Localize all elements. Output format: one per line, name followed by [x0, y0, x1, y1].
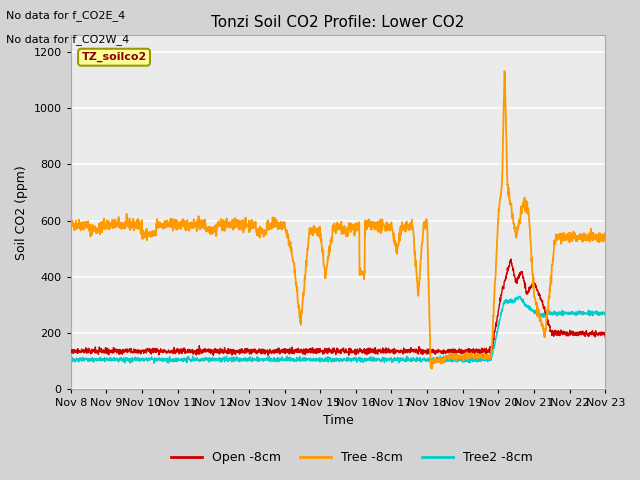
X-axis label: Time: Time — [323, 414, 353, 427]
Text: No data for f_CO2E_4: No data for f_CO2E_4 — [6, 10, 125, 21]
Text: TZ_soilco2: TZ_soilco2 — [81, 52, 147, 62]
Y-axis label: Soil CO2 (ppm): Soil CO2 (ppm) — [15, 165, 28, 260]
Legend: Open -8cm, Tree -8cm, Tree2 -8cm: Open -8cm, Tree -8cm, Tree2 -8cm — [166, 446, 538, 469]
Title: Tonzi Soil CO2 Profile: Lower CO2: Tonzi Soil CO2 Profile: Lower CO2 — [211, 15, 465, 30]
Text: No data for f_CO2W_4: No data for f_CO2W_4 — [6, 34, 130, 45]
